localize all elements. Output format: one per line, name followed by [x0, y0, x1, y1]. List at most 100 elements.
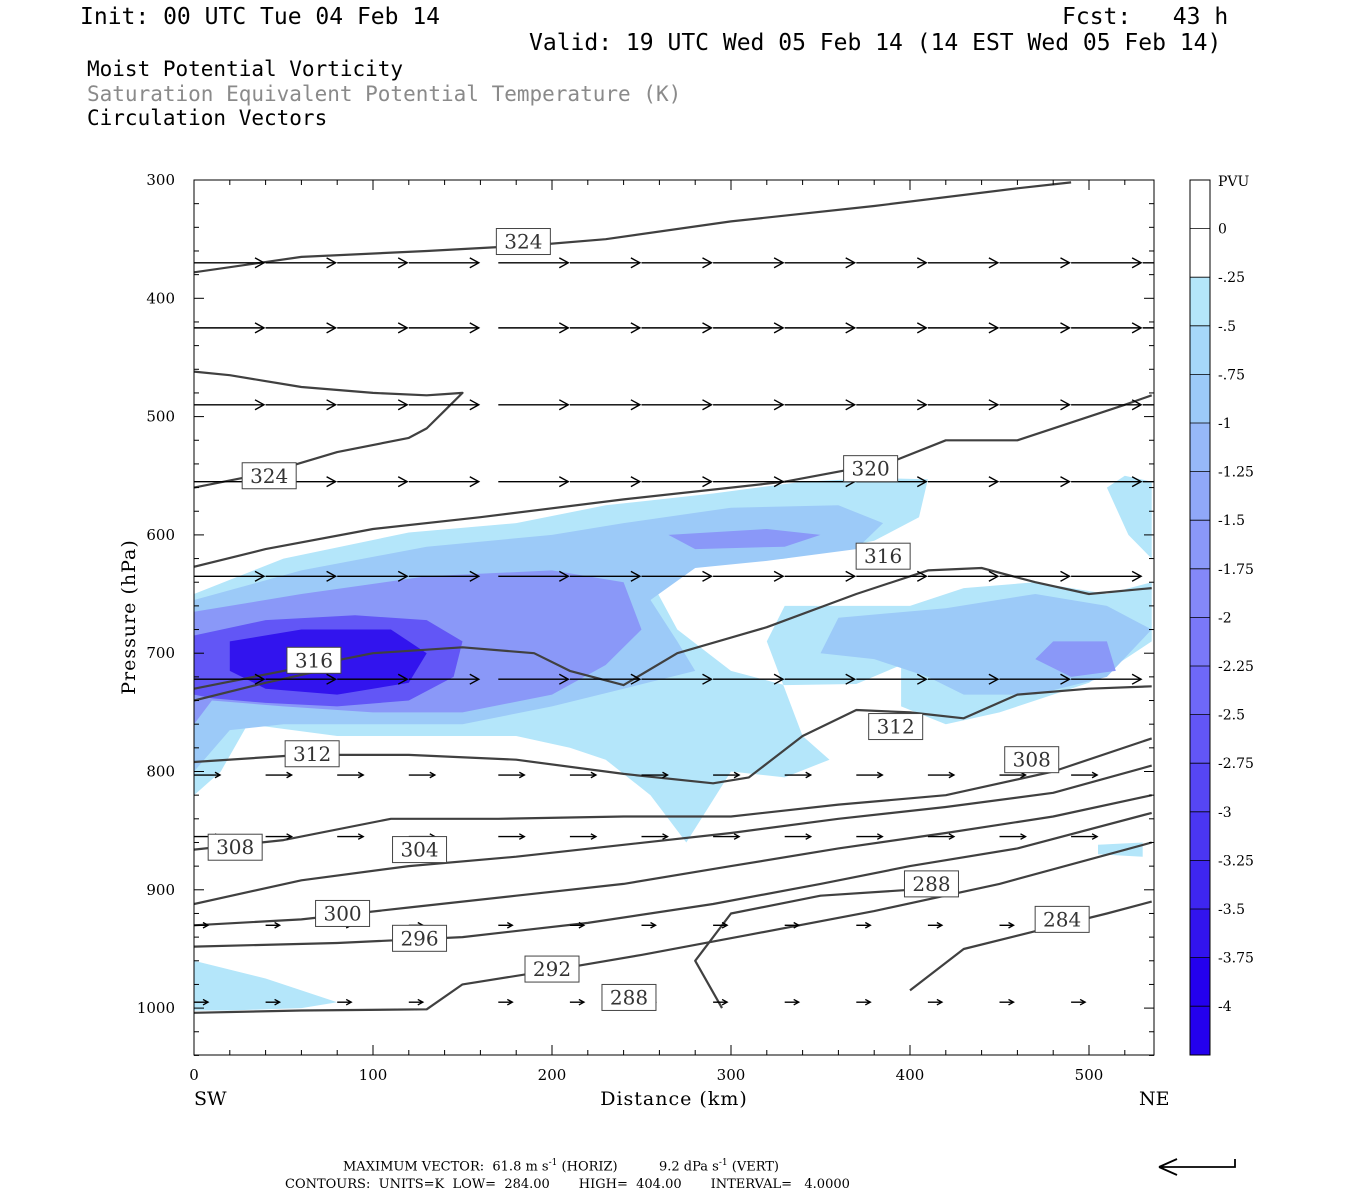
circulation-vector-head [773, 476, 785, 488]
colorbar-label: -2.75 [1218, 756, 1254, 772]
circulation-vector-head [988, 257, 1000, 269]
circulation-vector-head [876, 833, 884, 840]
circulation-vector-head [558, 257, 570, 269]
circulation-vector-head [326, 399, 338, 411]
valid-time: Valid: 19 UTC Wed 05 Feb 14 (14 EST Wed … [529, 30, 1222, 56]
y-tick-label: 800 [146, 763, 175, 781]
contour-label: 284 [1043, 907, 1081, 931]
pv-shade-region [194, 960, 338, 1011]
circulation-vector-head [286, 833, 294, 840]
title-theta-es: Saturation Equivalent Potential Temperat… [87, 82, 682, 106]
circulation-vector-head [936, 998, 944, 1006]
low-label: LOW= [452, 1177, 497, 1192]
vert-tag: (VERT) [731, 1159, 780, 1175]
contour-label-box [855, 542, 911, 570]
high-value: 404.00 [636, 1177, 682, 1192]
interval-label: INTERVAL= [710, 1177, 792, 1192]
colorbar-label: 0 [1218, 222, 1227, 238]
circulation-vector-head [326, 322, 338, 334]
circulation-vector-head [702, 570, 713, 582]
x-tick-label: 400 [896, 1066, 925, 1084]
circulation-vector-head [518, 833, 526, 840]
colorbar-swatch [1190, 325, 1210, 375]
circulation-vector-head [1131, 570, 1143, 582]
colorbar-label: -1 [1218, 416, 1232, 432]
circulation-vector-head [948, 771, 956, 779]
forecast-hour: Fcst: 43 h [1062, 4, 1229, 30]
contour-label: 308 [216, 835, 254, 859]
colorbar-swatch [1190, 1006, 1210, 1055]
circulation-vector-head [773, 570, 785, 582]
colorbar-swatch [1190, 471, 1210, 521]
circulation-vector-head [417, 998, 425, 1006]
colorbar-swatch [1190, 714, 1210, 764]
x-tick-label: 100 [359, 1066, 388, 1084]
circulation-vector-head [864, 921, 872, 929]
circulation-vector-head [876, 771, 884, 779]
reference-vector-arrow-icon [1158, 1158, 1236, 1176]
y-tick-label: 500 [146, 408, 175, 426]
circulation-vector-head [578, 921, 586, 929]
circulation-vector-head [805, 833, 813, 840]
circulation-vector-head [702, 476, 713, 488]
colorbar-label: -3.75 [1218, 951, 1254, 967]
theta-es-contour-line [194, 370, 464, 489]
circulation-vector-head [202, 998, 210, 1006]
circulation-vector-head [357, 833, 365, 840]
colorbar-swatch [1190, 180, 1210, 229]
circulation-vector-head [429, 771, 437, 779]
horiz-value: 61.8 m s [492, 1159, 549, 1175]
colorbar-label: -3.25 [1218, 853, 1254, 869]
x-axis-label: Distance (km) [600, 1088, 748, 1110]
circulation-vector-head [202, 921, 210, 929]
circulation-vector-head [793, 998, 801, 1006]
circulation-vector-head [916, 399, 928, 411]
circulation-vector-head [518, 771, 526, 779]
contour-label-box [207, 833, 263, 861]
theta-es-contour-line [194, 181, 1072, 274]
circulation-vectors [194, 257, 1154, 1006]
circulation-vector-head [988, 673, 1000, 685]
circulation-vector-head [1131, 476, 1143, 488]
x-end-label-ne: NE [1139, 1088, 1170, 1110]
circulation-vector-head [397, 476, 409, 488]
theta-es-contour-line [194, 811, 1152, 948]
circulation-vector-head [558, 673, 570, 685]
y-axis-label: Pressure (hPa) [118, 539, 140, 695]
circulation-vector-head [1091, 771, 1099, 779]
circulation-vector-head [916, 257, 928, 269]
colorbar-label: -3.5 [1218, 902, 1245, 918]
contour-label-box [241, 462, 297, 490]
colorbar-label: -1.75 [1218, 562, 1254, 578]
title-vectors: Circulation Vectors [87, 106, 328, 130]
circulation-vector-head [397, 257, 409, 269]
circulation-vector-head [845, 322, 857, 334]
axes: 300 400 500 600 700 800 900 1000 0 100 200 300 400 50… [137, 171, 1154, 1084]
colorbar-swatch [1190, 860, 1210, 909]
circulation-vector-head [469, 673, 481, 685]
contour-label: 292 [533, 957, 571, 981]
contour-label-box [903, 870, 959, 898]
circulation-vector-head [326, 673, 338, 685]
theta-es-contour-line [194, 841, 1152, 1014]
circulation-vector-head [578, 998, 586, 1006]
circulation-vector-head [357, 771, 365, 779]
colorbar-label: -.5 [1218, 319, 1236, 335]
circulation-vector-head [845, 399, 857, 411]
colorbar-label: -.75 [1218, 367, 1245, 383]
circulation-vector-head [397, 322, 409, 334]
colorbar-unit: PVU [1218, 174, 1250, 190]
contour-label-box [1004, 746, 1060, 774]
pv-colorbar: 0 -.25 -.5 -.75 -1 -1.25 -1.5 -1.75 -2 -2.25 -2.5 -… [1189, 179, 1254, 1056]
circulation-vector-head [274, 921, 282, 929]
reference-vector [1158, 1158, 1236, 1176]
circulation-vector-head [650, 921, 657, 929]
y-tick-label: 700 [146, 644, 175, 662]
circulation-vector-head [916, 673, 928, 685]
circulation-vector-head [214, 771, 222, 779]
colorbar-label: -2.25 [1218, 659, 1254, 675]
circulation-vector-head [326, 257, 338, 269]
theta-es-contour-line [694, 888, 911, 1009]
circulation-vector-head [558, 399, 570, 411]
circulation-vector-head [1060, 322, 1071, 334]
